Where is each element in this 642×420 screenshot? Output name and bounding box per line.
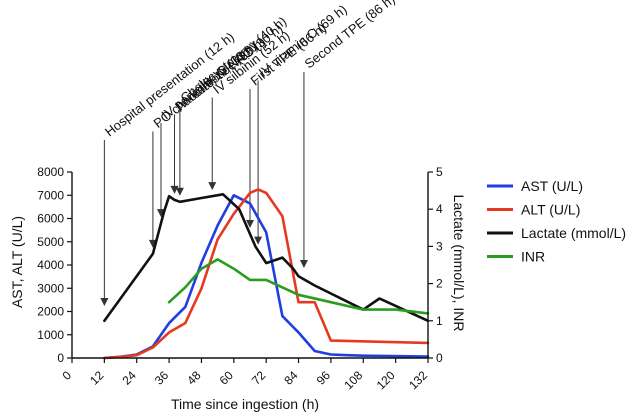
- y-tick-label-right: 4: [436, 202, 443, 216]
- x-tick-label: 72: [249, 368, 269, 388]
- axes: 0 12 24 36 48 60 72 84 96 108 120 13201000200030004…: [37, 165, 443, 392]
- x-tick-label: 12: [87, 368, 107, 388]
- y-tick-label-right: 5: [436, 165, 443, 179]
- x-tick-label: 48: [184, 368, 204, 388]
- x-tick-label: 108: [341, 368, 365, 392]
- x-tick-label: 84: [281, 368, 301, 388]
- x-tick-label: 96: [314, 368, 334, 388]
- y-tick-label-left: 1000: [37, 328, 64, 342]
- x-tick-label: 36: [152, 368, 172, 388]
- series-line-inr: [167, 258, 430, 315]
- arrowhead-icon: [208, 182, 217, 191]
- y-axis-title-right: Lactate (mmol/L), INR: [451, 195, 467, 332]
- legend-label: INR: [521, 249, 545, 265]
- y-tick-label-left: 3000: [37, 281, 64, 295]
- series-lines: [103, 188, 430, 360]
- x-axis-title: Time since ingestion (h): [171, 396, 319, 412]
- y-tick-label-left: 2000: [37, 305, 64, 319]
- y-tick-label-right: 2: [436, 277, 443, 291]
- y-tick-label-right: 0: [436, 351, 443, 365]
- x-tick-label: 24: [120, 368, 140, 388]
- x-tick-label: 0: [59, 368, 74, 383]
- y-tick-label-left: 0: [57, 351, 64, 365]
- legend: AST (U/L) ALT (U/L) Lactate (mmol/L) INR: [487, 178, 626, 265]
- series-line-lactate: [103, 193, 430, 323]
- y-tick-label-right: 1: [436, 314, 443, 328]
- series-line-alt: [103, 188, 430, 360]
- x-tick-label: 132: [406, 368, 430, 392]
- y-tick-label-right: 3: [436, 239, 443, 253]
- y-tick-label-left: 5000: [37, 235, 64, 249]
- y-tick-label-left: 8000: [37, 165, 64, 179]
- y-tick-label-left: 4000: [37, 258, 64, 272]
- x-tick-label: 60: [217, 368, 237, 388]
- arrowhead-icon: [299, 260, 308, 268]
- arrowhead-icon: [246, 220, 254, 228]
- legend-label: Lactate (mmol/L): [521, 225, 626, 241]
- y-tick-label-left: 6000: [37, 212, 64, 226]
- x-tick-label: 120: [374, 368, 398, 392]
- y-axis-title-left: AST, ALT (U/L): [9, 216, 25, 308]
- arrowhead-icon: [175, 187, 184, 196]
- arrowhead-icon: [100, 298, 109, 306]
- y-tick-label-left: 7000: [37, 188, 64, 202]
- legend-label: ALT (U/L): [521, 202, 580, 218]
- legend-label: AST (U/L): [521, 178, 583, 194]
- annotations: Hospital presentation (12 h)PO charcoal,…: [100, 0, 398, 306]
- arrowhead-icon: [254, 236, 263, 245]
